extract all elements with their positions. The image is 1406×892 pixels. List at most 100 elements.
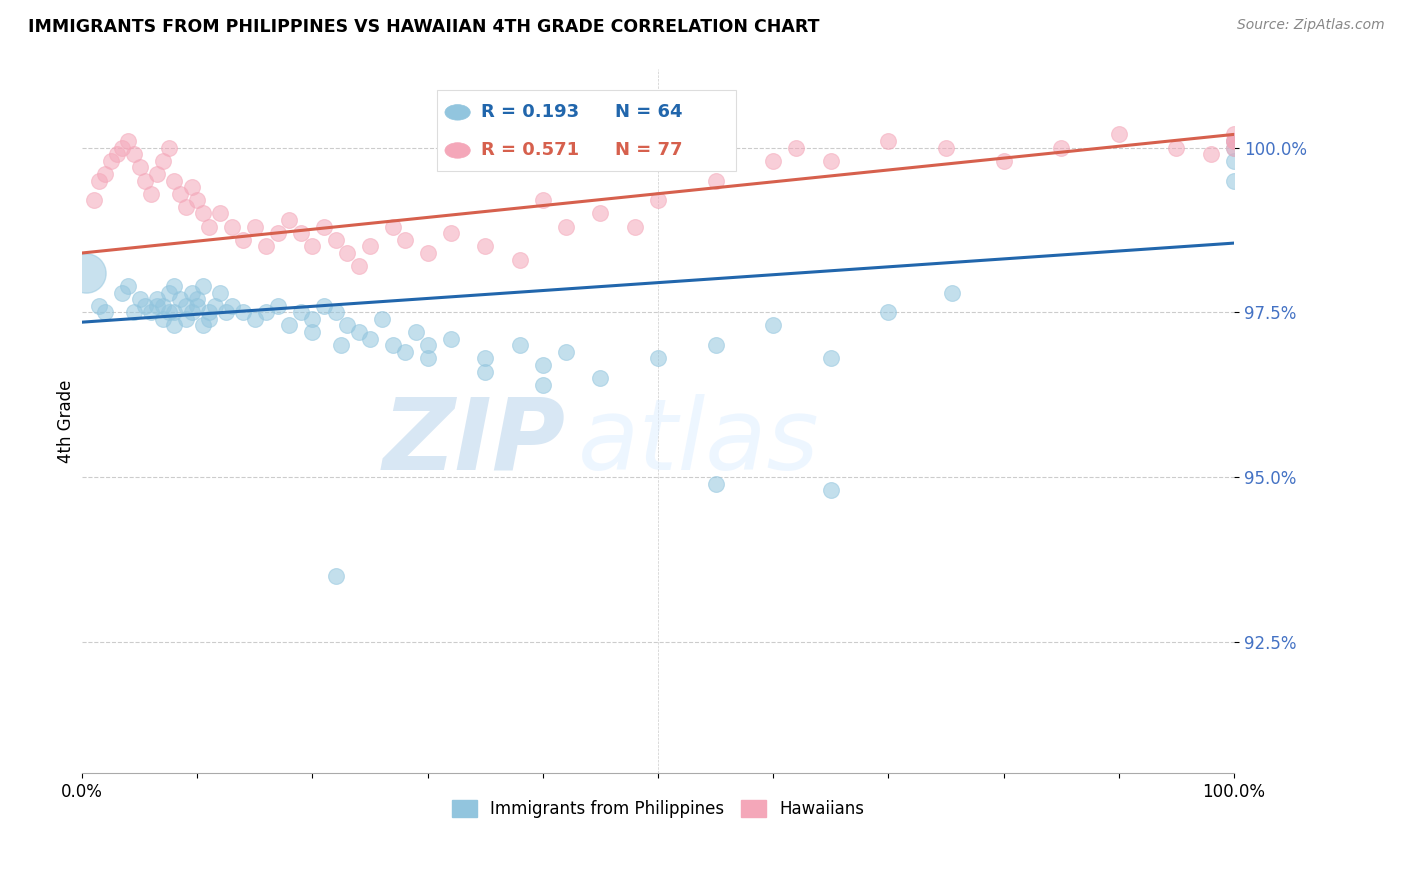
- Point: [820, 483, 842, 497]
- Point: [382, 338, 405, 352]
- Point: [83, 194, 105, 208]
- Point: [624, 219, 647, 234]
- Point: [278, 213, 301, 227]
- Point: [180, 305, 202, 319]
- Point: [191, 206, 214, 220]
- Point: [152, 299, 174, 313]
- Text: N = 77: N = 77: [616, 142, 683, 160]
- Point: [290, 226, 312, 240]
- Point: [174, 299, 197, 313]
- Point: [359, 332, 381, 346]
- Point: [169, 186, 191, 201]
- Point: [163, 318, 186, 333]
- Point: [359, 239, 381, 253]
- Point: [474, 365, 496, 379]
- Point: [325, 233, 347, 247]
- Point: [1108, 128, 1130, 142]
- Point: [221, 219, 243, 234]
- Point: [647, 194, 669, 208]
- Point: [191, 279, 214, 293]
- Point: [141, 186, 163, 201]
- Point: [993, 153, 1015, 168]
- Point: [100, 153, 122, 168]
- Point: [180, 180, 202, 194]
- Point: [405, 325, 427, 339]
- Point: [312, 299, 335, 313]
- Point: [382, 219, 405, 234]
- Point: [141, 305, 163, 319]
- Point: [198, 305, 221, 319]
- Point: [347, 325, 370, 339]
- Point: [509, 338, 531, 352]
- Point: [820, 351, 842, 366]
- Point: [278, 318, 301, 333]
- Point: [134, 173, 156, 187]
- Point: [301, 311, 323, 326]
- Point: [325, 305, 347, 319]
- Point: [416, 246, 439, 260]
- Point: [1223, 134, 1246, 148]
- Point: [474, 239, 496, 253]
- Point: [169, 292, 191, 306]
- Point: [589, 206, 612, 220]
- Point: [347, 259, 370, 273]
- Point: [336, 318, 359, 333]
- Point: [370, 311, 392, 326]
- FancyBboxPatch shape: [437, 90, 737, 170]
- Point: [762, 318, 785, 333]
- Point: [232, 305, 254, 319]
- Point: [531, 194, 554, 208]
- Y-axis label: 4th Grade: 4th Grade: [58, 379, 75, 463]
- Point: [440, 332, 463, 346]
- Circle shape: [444, 143, 470, 158]
- Text: Source: ZipAtlas.com: Source: ZipAtlas.com: [1237, 18, 1385, 32]
- Point: [647, 351, 669, 366]
- Legend: Immigrants from Philippines, Hawaiians: Immigrants from Philippines, Hawaiians: [446, 794, 870, 825]
- Text: N = 64: N = 64: [616, 103, 683, 121]
- Text: ZIP: ZIP: [382, 393, 565, 491]
- Point: [128, 292, 150, 306]
- Point: [186, 299, 208, 313]
- Point: [163, 173, 186, 187]
- Point: [554, 344, 576, 359]
- Point: [416, 338, 439, 352]
- Point: [209, 285, 232, 300]
- Point: [75, 266, 97, 280]
- Point: [122, 147, 145, 161]
- Point: [157, 285, 180, 300]
- Point: [117, 279, 139, 293]
- Point: [163, 279, 186, 293]
- Point: [163, 305, 186, 319]
- Point: [204, 299, 226, 313]
- Point: [1223, 134, 1246, 148]
- Point: [94, 305, 117, 319]
- Point: [267, 299, 290, 313]
- Point: [111, 285, 134, 300]
- Point: [301, 325, 323, 339]
- Point: [531, 377, 554, 392]
- Point: [117, 134, 139, 148]
- Point: [312, 219, 335, 234]
- Point: [301, 239, 323, 253]
- Point: [394, 233, 416, 247]
- Point: [1223, 128, 1246, 142]
- Point: [290, 305, 312, 319]
- Point: [416, 351, 439, 366]
- Point: [1199, 147, 1222, 161]
- Point: [509, 252, 531, 267]
- Point: [267, 226, 290, 240]
- Point: [394, 344, 416, 359]
- Point: [152, 153, 174, 168]
- Point: [122, 305, 145, 319]
- Point: [935, 140, 957, 154]
- Point: [146, 167, 169, 181]
- Text: IMMIGRANTS FROM PHILIPPINES VS HAWAIIAN 4TH GRADE CORRELATION CHART: IMMIGRANTS FROM PHILIPPINES VS HAWAIIAN …: [28, 18, 820, 36]
- Text: R = 0.193: R = 0.193: [481, 103, 579, 121]
- Point: [198, 219, 221, 234]
- Point: [157, 305, 180, 319]
- Point: [157, 140, 180, 154]
- Text: R = 0.571: R = 0.571: [481, 142, 579, 160]
- Point: [330, 338, 353, 352]
- Point: [134, 299, 156, 313]
- Point: [243, 311, 266, 326]
